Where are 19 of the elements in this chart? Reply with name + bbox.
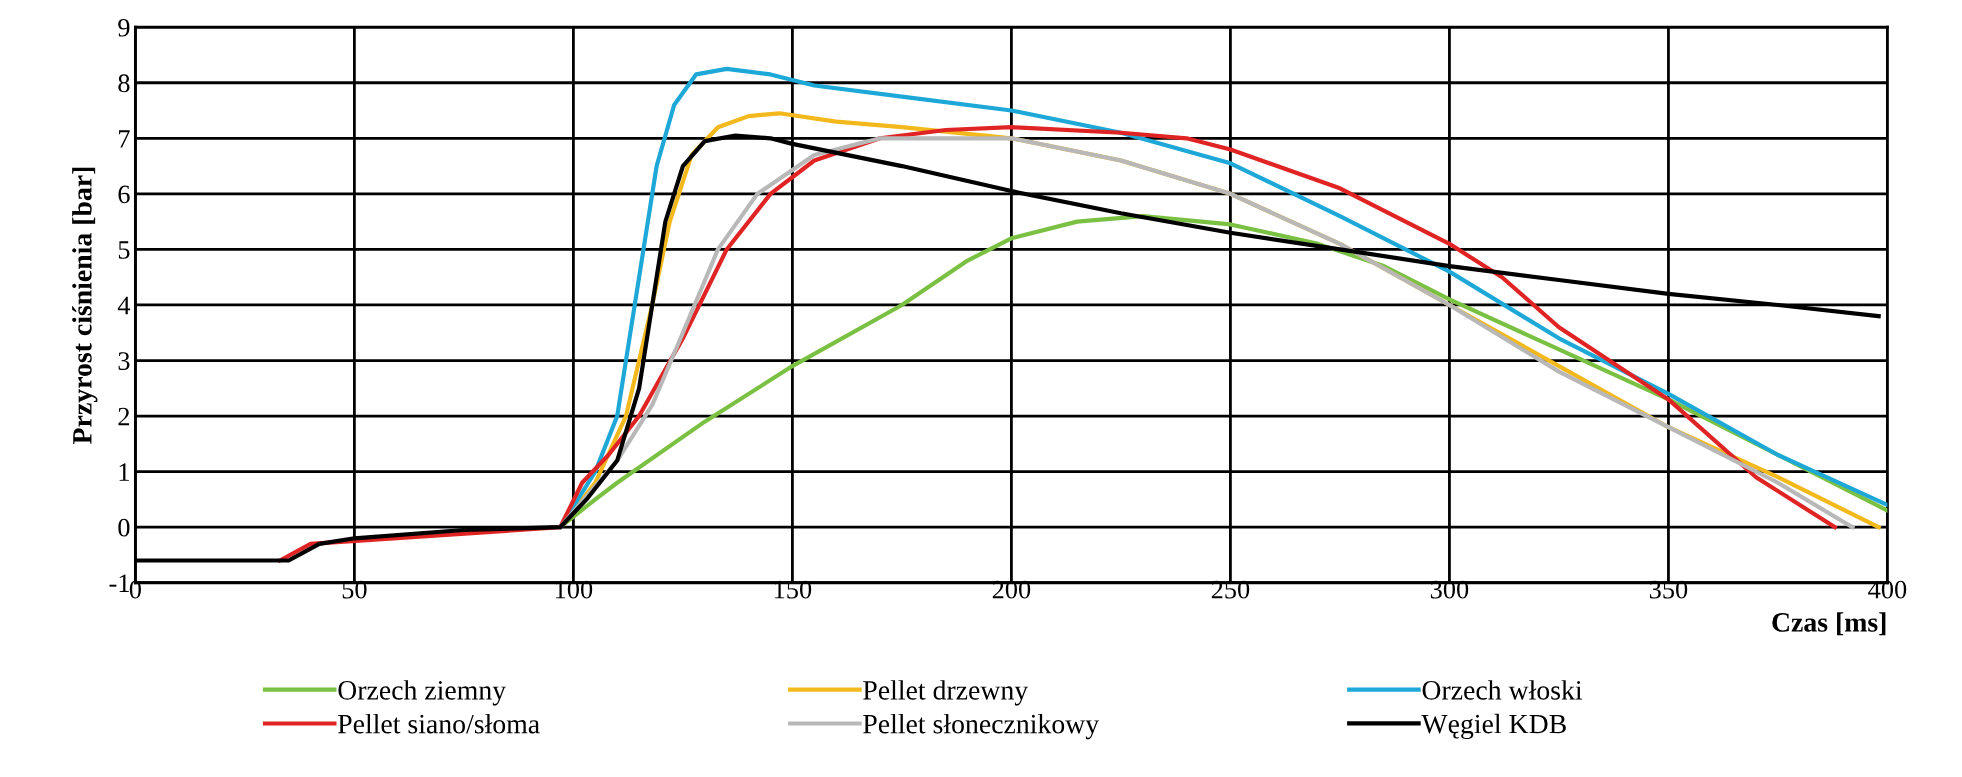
legend-label: Pellet drzewny	[863, 680, 1029, 706]
y-tick-label: 8	[118, 74, 130, 93]
legend-label: Orzech włoski	[1422, 680, 1583, 700]
y-tick-label: 2	[118, 407, 130, 426]
y-tick-label: 3	[118, 352, 130, 370]
y-tick-label: 5	[118, 241, 130, 259]
legend-label: Węgiel KDB	[1421, 713, 1566, 740]
y-tick-label: 9	[118, 18, 130, 37]
y-tick-label: 7	[119, 130, 130, 148]
y-tick-label: 0	[118, 518, 130, 537]
y-tick-label: 6	[118, 185, 130, 204]
y-axis-title: Przyrost ciśnienia [bar]	[72, 167, 98, 444]
y-tick-label: 4	[117, 296, 131, 315]
legend-label: Orzech ziemny	[338, 680, 506, 706]
legend-label: Pellet słonecznikowy	[863, 713, 1100, 740]
y-tick-label: -1	[109, 574, 129, 592]
x-axis-title: Czas [ms]	[1772, 612, 1886, 636]
y-tick-label: 1	[119, 463, 129, 481]
legend-label: Pellet siano/słoma	[338, 713, 540, 734]
